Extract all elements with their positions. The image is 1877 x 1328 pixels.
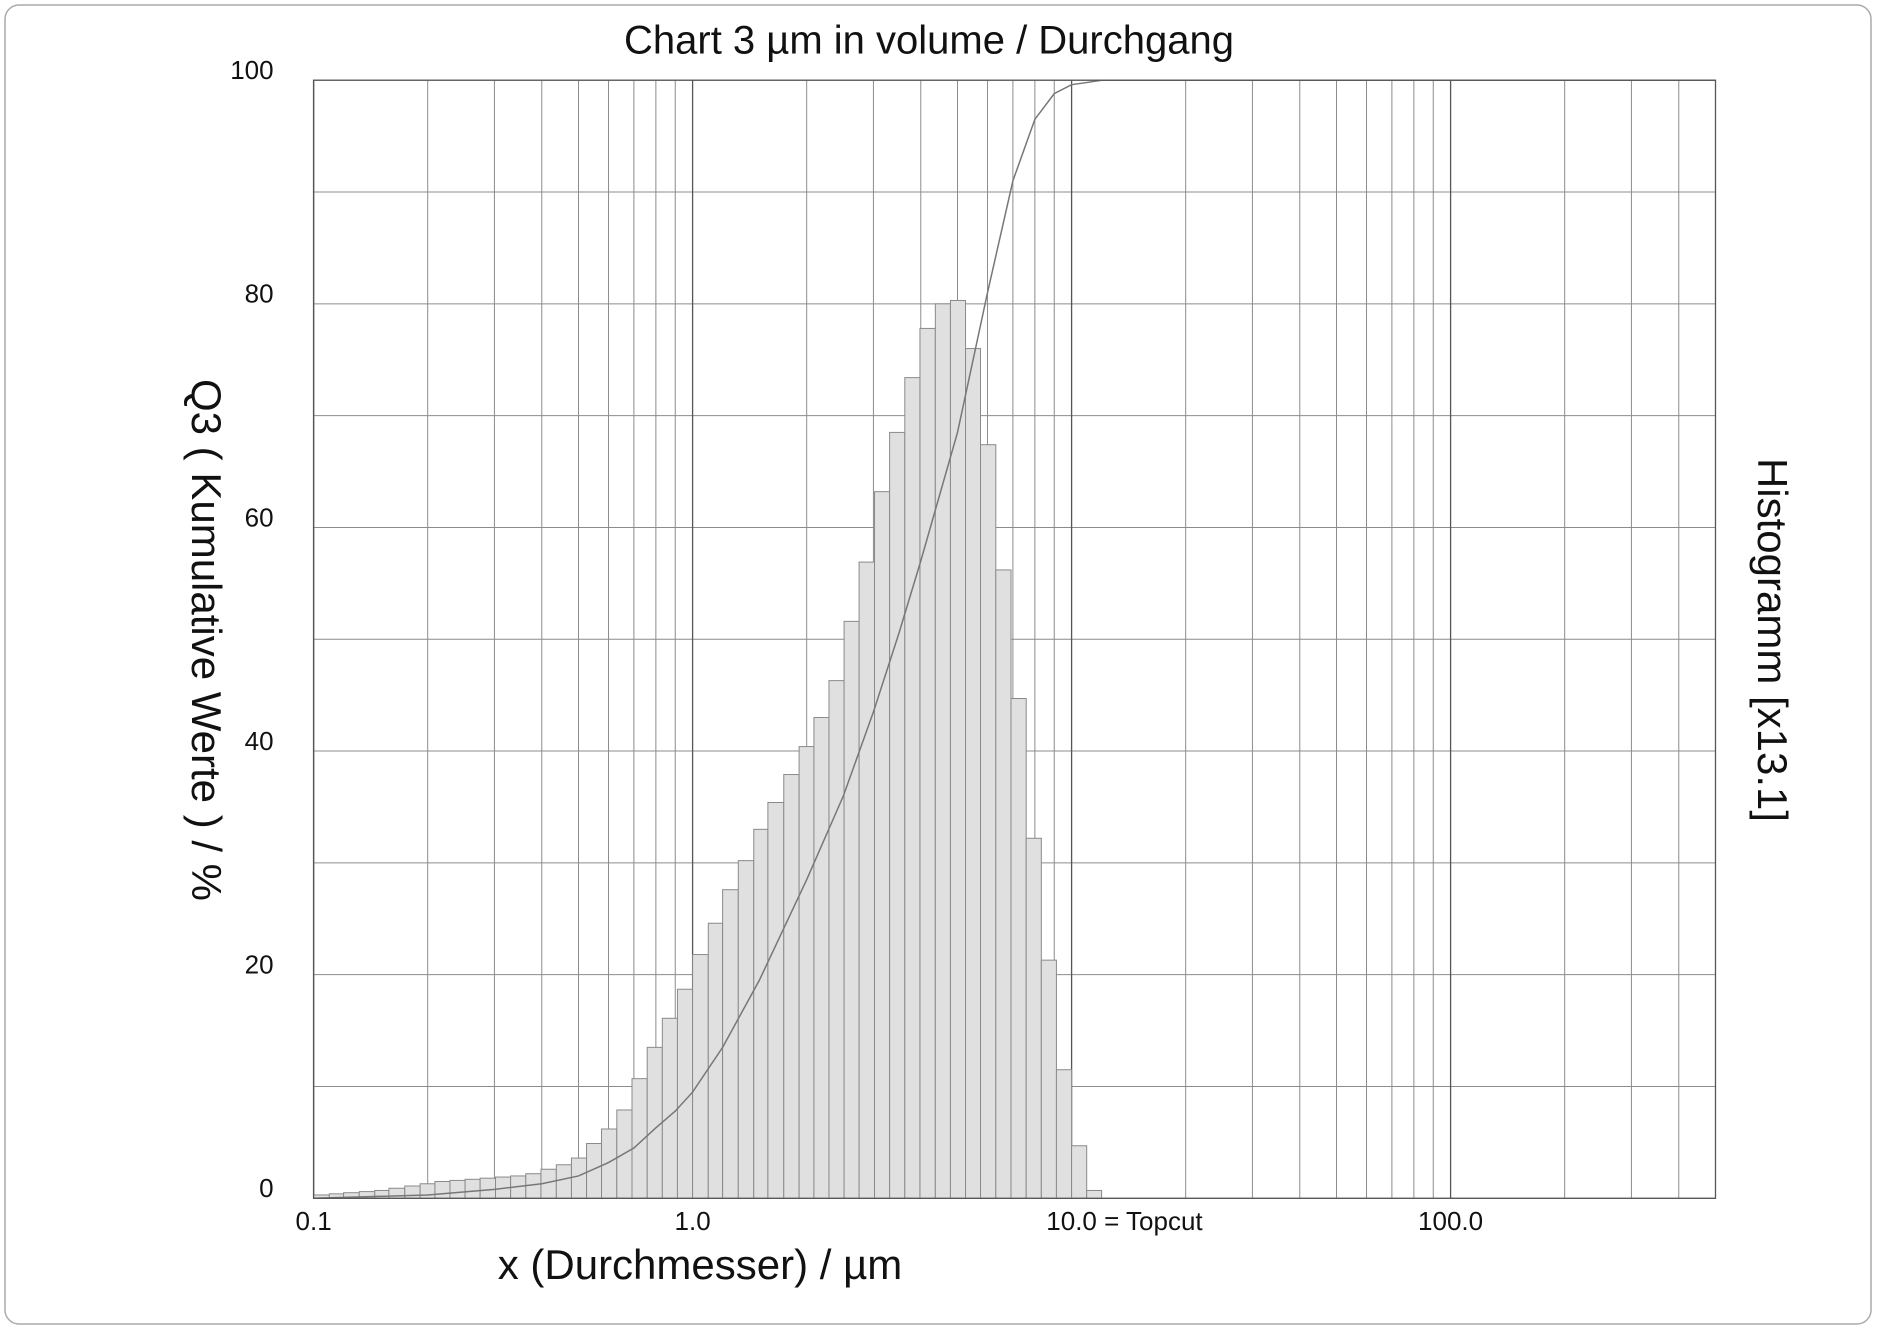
- bar: [980, 444, 997, 1199]
- bar: [449, 1179, 466, 1199]
- bar: [995, 569, 1012, 1199]
- x-tick-label: 10.0 = Topcut: [1046, 1206, 1203, 1236]
- bar: [828, 680, 845, 1199]
- bar: [1086, 1189, 1103, 1199]
- bar: [934, 303, 951, 1199]
- bar: [1025, 837, 1042, 1199]
- bar: [419, 1183, 436, 1199]
- bar: [919, 327, 936, 1199]
- y-axis-label: Q3 ( Kumulative Werte ) / %: [183, 379, 230, 901]
- y-tick-label: 80: [245, 279, 274, 309]
- bar: [783, 774, 800, 1199]
- bar: [707, 922, 724, 1199]
- bar: [798, 746, 815, 1199]
- plot-border: [312, 79, 1717, 1199]
- bar: [753, 828, 769, 1199]
- bar: [767, 801, 785, 1199]
- x-tick-label: 100.0: [1418, 1206, 1483, 1236]
- bar: [646, 1046, 663, 1199]
- bar: [661, 1017, 678, 1199]
- bar: [965, 348, 982, 1199]
- bar: [464, 1178, 481, 1199]
- bar: [874, 491, 891, 1199]
- bar: [813, 717, 830, 1199]
- bar: [555, 1164, 572, 1199]
- bar: [737, 860, 755, 1199]
- bar: [404, 1185, 421, 1199]
- y-tick-label: 0: [259, 1173, 273, 1203]
- bar: [692, 954, 709, 1199]
- x-tick-label: 1.0: [675, 1206, 711, 1236]
- bar: [1071, 1145, 1088, 1199]
- x-axis-label: x (Durchmesser) / µm: [498, 1241, 903, 1288]
- bar: [570, 1157, 588, 1199]
- y2-axis-label: Histogramm [x13.1]: [1749, 458, 1796, 822]
- cumulative-curve: [313, 79, 1716, 1200]
- bar: [479, 1177, 497, 1199]
- bar: [904, 377, 921, 1199]
- y-tick-label: 20: [245, 950, 274, 980]
- y-tick-label: 40: [245, 726, 274, 756]
- bar: [889, 431, 906, 1199]
- bar: [1010, 698, 1027, 1199]
- bar: [858, 561, 876, 1199]
- bar: [601, 1128, 618, 1199]
- bar: [1055, 1069, 1073, 1199]
- x-tick-label: 0.1: [296, 1206, 332, 1236]
- bar: [434, 1181, 451, 1199]
- bar: [843, 620, 860, 1199]
- bar: [1040, 959, 1057, 1199]
- bar: [949, 299, 967, 1199]
- y-tick-label: 100: [230, 55, 273, 85]
- y-tick-label: 60: [245, 502, 274, 532]
- chart-title: Chart 3 µm in volume / Durchgang: [624, 19, 1234, 63]
- bar: [388, 1187, 406, 1199]
